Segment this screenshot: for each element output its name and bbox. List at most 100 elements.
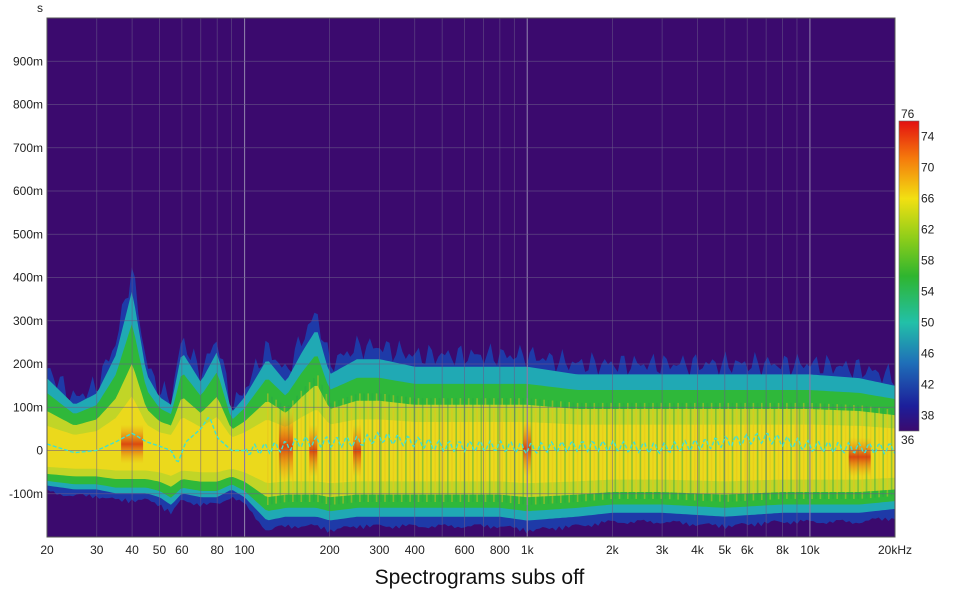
- x-tick-label: 8k: [776, 543, 790, 557]
- striation: [409, 397, 411, 502]
- striation: [836, 404, 838, 499]
- x-tick-label: 5k: [718, 543, 732, 557]
- x-tick-label: 100: [235, 543, 255, 557]
- striation: [819, 403, 822, 499]
- striation: [363, 393, 365, 502]
- striation: [434, 398, 436, 502]
- striation: [593, 402, 596, 501]
- striation: [267, 393, 269, 505]
- energy-band-yellow: [47, 396, 895, 484]
- striation: [564, 401, 566, 503]
- x-axis-tick-labels: 20 30 40 50 60 80 100 200 300 400 600 800 1k 2k 3k 4k 5k…: [40, 543, 912, 557]
- striation: [342, 398, 344, 504]
- striation: [735, 402, 738, 502]
- striation: [798, 402, 801, 499]
- striation: [723, 402, 725, 502]
- colorbar-tick-label: 74: [921, 130, 935, 144]
- x-tick-label: 200: [320, 543, 340, 557]
- striation: [886, 408, 889, 497]
- striation: [702, 402, 704, 501]
- striation: [589, 402, 591, 501]
- x-tick-label: 30: [90, 543, 104, 557]
- grid-lines: [46, 18, 896, 537]
- striation: [333, 401, 336, 505]
- striation: [292, 400, 294, 502]
- striation: [648, 402, 650, 499]
- striation: [547, 400, 550, 504]
- x-tick-label: 40: [125, 543, 139, 557]
- striation: [467, 398, 470, 502]
- striation: [396, 395, 399, 502]
- striation: [451, 398, 453, 502]
- hotspot-15k: [848, 437, 871, 477]
- striation: [472, 398, 474, 502]
- striation: [304, 386, 307, 502]
- striation: [668, 402, 671, 500]
- striation: [631, 402, 633, 499]
- striation: [635, 402, 637, 499]
- colorbar-tick-label: 54: [921, 285, 935, 299]
- striation: [748, 402, 751, 501]
- striation: [622, 402, 625, 499]
- colorbar-tick-label: 42: [921, 378, 935, 392]
- striation: [371, 393, 374, 502]
- striation: [329, 402, 332, 505]
- striation: [643, 402, 646, 499]
- striation: [890, 409, 893, 497]
- x-tick-label: 20: [40, 543, 54, 557]
- striation: [539, 399, 541, 505]
- striation: [828, 403, 830, 499]
- striation: [296, 395, 298, 502]
- y-tick-label: 900m: [13, 54, 43, 68]
- striation: [317, 375, 319, 503]
- striation: [710, 402, 713, 502]
- striation: [417, 398, 420, 502]
- striation: [677, 402, 679, 500]
- striation: [560, 401, 562, 503]
- axes: [46, 17, 896, 538]
- colorbar-tick-label: 66: [921, 192, 935, 206]
- striation: [740, 402, 742, 502]
- y-tick-label: 800m: [13, 98, 43, 112]
- striation: [405, 396, 407, 502]
- striation: [551, 400, 554, 504]
- striation: [400, 396, 403, 502]
- striation: [585, 402, 587, 502]
- striation: [689, 402, 692, 501]
- striation: [731, 402, 734, 502]
- x-tick-label: 3k: [656, 543, 670, 557]
- y-tick-label: 0: [36, 444, 43, 458]
- x-tick-label: 6k: [741, 543, 755, 557]
- colorbar-tick-label: 50: [921, 316, 935, 330]
- x-tick-label: 4k: [691, 543, 705, 557]
- striation: [392, 395, 395, 502]
- striation: [802, 402, 805, 499]
- striation: [430, 398, 432, 502]
- striation: [543, 399, 545, 504]
- striation: [752, 402, 755, 501]
- striation: [459, 398, 462, 502]
- striation: [790, 402, 792, 499]
- striation: [777, 402, 780, 500]
- striation: [769, 402, 771, 500]
- striation: [773, 402, 776, 500]
- striation: [694, 402, 696, 501]
- striation: [388, 394, 390, 502]
- striation: [601, 402, 604, 500]
- plot-frame: [46, 17, 896, 538]
- colorbar-tick-label: 36: [901, 433, 915, 447]
- striation: [476, 398, 478, 502]
- striation: [572, 402, 575, 503]
- striation: [618, 402, 621, 499]
- striation: [325, 393, 328, 504]
- x-tick-label: 60: [175, 543, 189, 557]
- striation: [380, 393, 382, 502]
- peak-curve: [47, 416, 895, 463]
- peak-time-curve: [47, 416, 895, 463]
- x-tick-label: 10k: [800, 543, 820, 557]
- striation: [715, 402, 717, 502]
- striation: [681, 402, 684, 500]
- y-tick-label: 300m: [13, 314, 43, 328]
- x-tick-label: 800: [490, 543, 510, 557]
- striation: [719, 402, 721, 502]
